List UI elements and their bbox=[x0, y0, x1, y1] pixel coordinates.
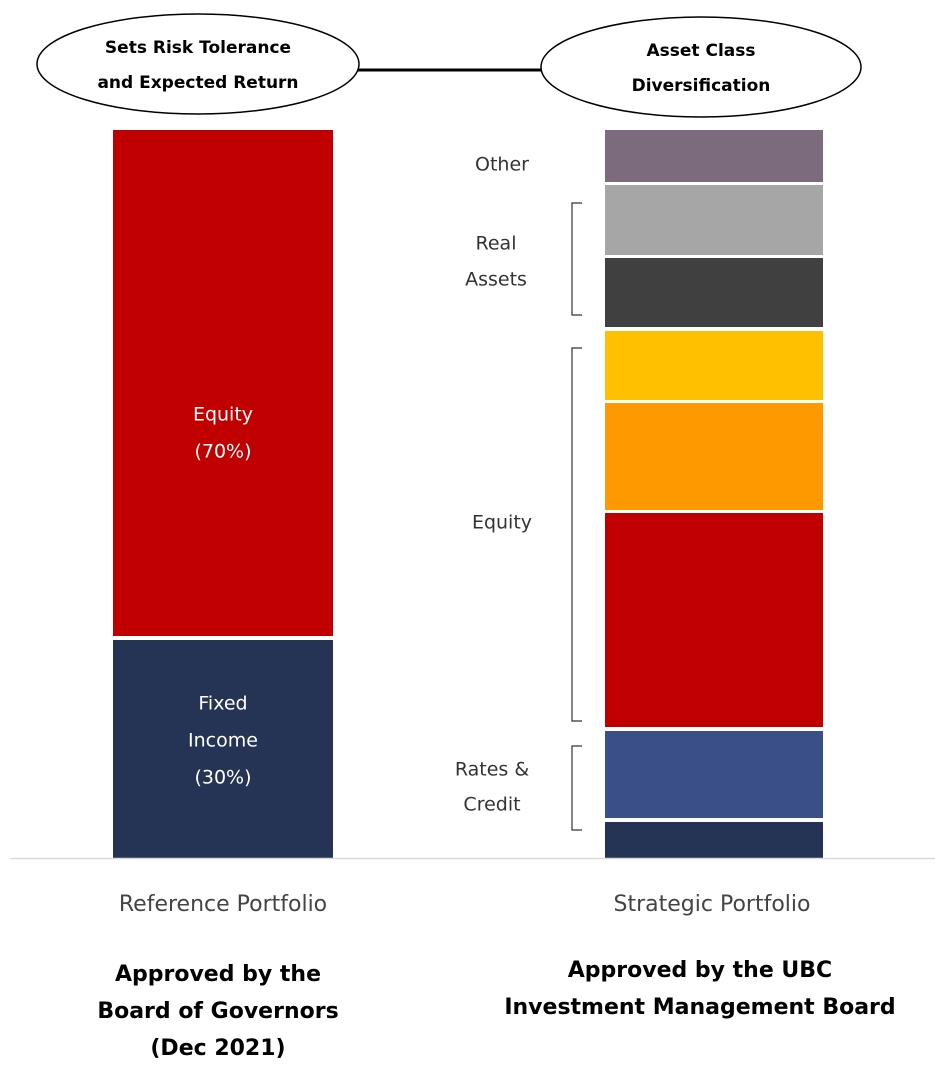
segment-label: (70%) bbox=[194, 441, 251, 463]
segment bbox=[605, 513, 823, 727]
group-label: Real bbox=[476, 233, 517, 255]
segment bbox=[605, 822, 823, 858]
group-label: Other bbox=[475, 154, 529, 176]
bracket bbox=[571, 347, 582, 722]
brackets bbox=[571, 202, 582, 831]
bracket bbox=[571, 745, 582, 831]
approval: (Dec 2021) bbox=[150, 1036, 285, 1061]
segment bbox=[605, 130, 823, 182]
segment bbox=[605, 731, 823, 818]
portfolio-name: Reference Portfolio bbox=[119, 892, 327, 917]
segment-label: Fixed bbox=[198, 693, 247, 715]
oval bbox=[540, 16, 862, 118]
segment bbox=[605, 185, 823, 255]
oval bbox=[36, 13, 360, 115]
oval-text: and Expected Return bbox=[97, 73, 298, 93]
segment-label: Income bbox=[188, 730, 258, 752]
bracket bbox=[571, 202, 582, 316]
group-label: Credit bbox=[463, 794, 520, 816]
approval: Board of Governors bbox=[97, 999, 338, 1024]
segment-label: Equity bbox=[193, 404, 253, 426]
oval-text: Sets Risk Tolerance bbox=[105, 38, 291, 58]
portfolio-name: Strategic Portfolio bbox=[614, 892, 811, 917]
group-label: Assets bbox=[465, 269, 527, 291]
segment bbox=[605, 258, 823, 327]
segment bbox=[113, 640, 333, 858]
segment bbox=[605, 331, 823, 400]
approval: Investment Management Board bbox=[504, 995, 895, 1020]
segment bbox=[113, 130, 333, 636]
segment-label: (30%) bbox=[194, 767, 251, 789]
group-label: Equity bbox=[472, 512, 532, 534]
approval: Approved by the bbox=[115, 962, 321, 987]
oval-text: Diversification bbox=[632, 76, 771, 96]
approval: Approved by the UBC bbox=[568, 958, 832, 983]
group-label: Rates & bbox=[455, 759, 530, 781]
oval-text: Asset Class bbox=[647, 41, 756, 61]
segment bbox=[605, 403, 823, 510]
